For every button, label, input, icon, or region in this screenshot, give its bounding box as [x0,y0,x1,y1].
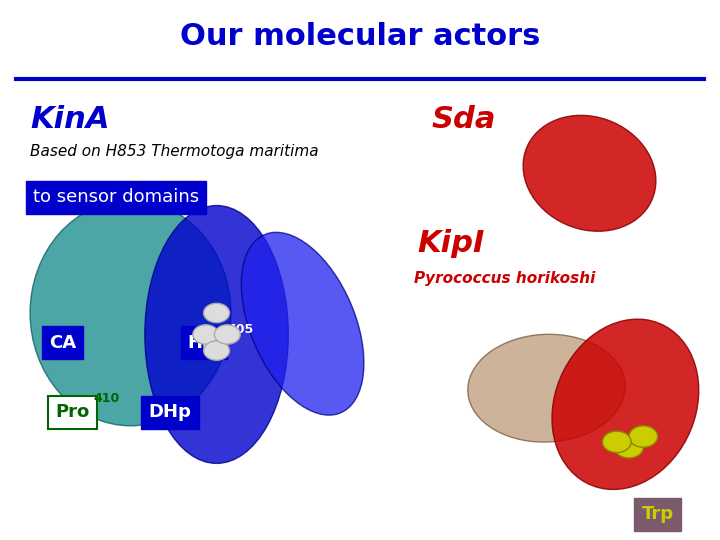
Ellipse shape [145,206,288,463]
Circle shape [204,341,230,360]
Text: to sensor domains: to sensor domains [33,188,199,206]
Text: Pyrococcus horikoshi: Pyrococcus horikoshi [414,271,595,286]
Text: 405: 405 [228,322,253,335]
Ellipse shape [30,200,231,426]
Text: Pro: Pro [55,403,89,421]
Text: CA: CA [49,334,76,352]
Text: His: His [188,334,220,352]
Circle shape [615,436,643,458]
Text: KinA: KinA [30,105,109,134]
Ellipse shape [552,319,699,489]
Text: Based on H853 Thermotoga maritima: Based on H853 Thermotoga maritima [30,144,319,159]
Text: Our molecular actors: Our molecular actors [180,22,540,51]
Ellipse shape [468,334,625,442]
Text: KipI: KipI [418,228,485,258]
Circle shape [629,426,657,447]
Ellipse shape [241,232,364,415]
Circle shape [204,303,230,322]
Circle shape [215,325,240,344]
Text: DHp: DHp [148,403,192,421]
Text: Sda: Sda [432,105,496,134]
Ellipse shape [523,116,656,231]
Circle shape [193,325,219,344]
Text: 410: 410 [94,393,120,406]
Circle shape [603,431,631,453]
Text: Trp: Trp [642,505,674,523]
